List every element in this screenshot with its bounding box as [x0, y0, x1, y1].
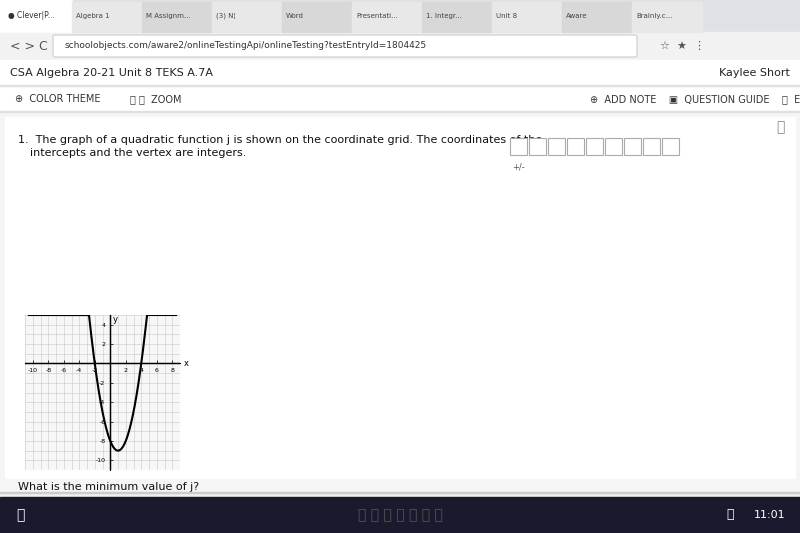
- Text: schoolobjects.com/aware2/onlineTestingApi/onlineTesting?testEntryId=1804425: schoolobjects.com/aware2/onlineTestingAp…: [65, 42, 427, 51]
- Text: Word: Word: [286, 13, 304, 19]
- Circle shape: [418, 503, 438, 523]
- Text: 7: 7: [425, 508, 431, 518]
- Bar: [567, 138, 584, 155]
- FancyBboxPatch shape: [53, 35, 637, 57]
- Bar: [510, 138, 527, 155]
- Circle shape: [228, 503, 248, 523]
- Text: ⊕  ADD NOTE    ▣  QUESTION GUIDE    ⬜  EXIT TEST: ⊕ ADD NOTE ▣ QUESTION GUIDE ⬜ EXIT TEST: [590, 94, 800, 104]
- Text: M Assignm...: M Assignm...: [146, 13, 190, 19]
- Text: 3: 3: [273, 508, 279, 518]
- Bar: [605, 138, 622, 155]
- Bar: [0, 493, 800, 533]
- Circle shape: [532, 503, 552, 523]
- Text: < PREVIOUS: < PREVIOUS: [73, 508, 137, 518]
- Text: ● Clever|P...: ● Clever|P...: [8, 12, 54, 20]
- Text: intercepts and the vertex are integers.: intercepts and the vertex are integers.: [30, 148, 246, 158]
- Text: Algebra 1: Algebra 1: [76, 13, 110, 19]
- Text: 5: 5: [349, 508, 355, 518]
- Bar: [352, 2, 422, 32]
- Text: < >: < >: [10, 39, 35, 52]
- Bar: [643, 138, 660, 155]
- Text: 4: 4: [311, 508, 317, 518]
- Text: C: C: [38, 39, 46, 52]
- Bar: [562, 2, 632, 32]
- Bar: [624, 138, 641, 155]
- Bar: [282, 2, 352, 32]
- Text: 🔍 🔍  ZOOM: 🔍 🔍 ZOOM: [130, 94, 182, 104]
- Bar: [0, 60, 800, 86]
- Bar: [142, 2, 212, 32]
- Text: REVIEW & SUBMIT: REVIEW & SUBMIT: [698, 508, 791, 518]
- Circle shape: [494, 503, 514, 523]
- Bar: [0, 492, 800, 493]
- Text: 1: 1: [197, 508, 203, 518]
- Text: 2: 2: [235, 508, 241, 518]
- Text: ☆  ★  ⋮: ☆ ★ ⋮: [660, 41, 705, 51]
- Text: 🚩: 🚩: [777, 120, 785, 134]
- Text: +/-: +/-: [512, 162, 525, 171]
- Bar: [632, 2, 702, 32]
- Circle shape: [190, 503, 210, 523]
- Text: 11:01: 11:01: [754, 510, 786, 520]
- Circle shape: [266, 503, 286, 523]
- Text: ⬛ ⬛ ⬛ ⬛ ⬛ ⬛ ⬛: ⬛ ⬛ ⬛ ⬛ ⬛ ⬛ ⬛: [358, 508, 442, 522]
- FancyBboxPatch shape: [698, 499, 792, 527]
- Text: Brainly.c...: Brainly.c...: [636, 13, 672, 19]
- Text: Aware: Aware: [566, 13, 587, 19]
- Text: 10: 10: [536, 508, 548, 518]
- Bar: [492, 2, 562, 32]
- Text: 1. Integr...: 1. Integr...: [426, 13, 462, 19]
- Bar: [0, 85, 800, 86]
- Bar: [422, 2, 492, 32]
- Bar: [662, 138, 679, 155]
- Text: ⬛: ⬛: [16, 508, 24, 522]
- Text: Kaylee Short: Kaylee Short: [719, 68, 790, 78]
- Text: What is the minimum value of j?: What is the minimum value of j?: [18, 482, 199, 492]
- Bar: [529, 138, 546, 155]
- Bar: [0, 32, 800, 60]
- Text: CSA Algebra 20-21 Unit 8 TEKS A.7A: CSA Algebra 20-21 Unit 8 TEKS A.7A: [10, 68, 213, 78]
- Text: x: x: [184, 359, 189, 368]
- Bar: [0, 112, 800, 533]
- Bar: [72, 2, 142, 32]
- Text: ⊕  COLOR THEME: ⊕ COLOR THEME: [15, 94, 101, 104]
- Text: NEXT >: NEXT >: [630, 508, 670, 518]
- Text: y: y: [113, 315, 118, 324]
- Text: 6: 6: [387, 508, 393, 518]
- Text: 9: 9: [501, 508, 507, 518]
- Bar: [586, 138, 603, 155]
- Text: 1.  The graph of a quadratic function j is shown on the coordinate grid. The coo: 1. The graph of a quadratic function j i…: [18, 135, 542, 145]
- Bar: [0, 497, 800, 533]
- Text: (3) N¦: (3) N¦: [216, 13, 236, 19]
- Circle shape: [456, 503, 476, 523]
- Bar: [0, 111, 800, 112]
- Text: 📶: 📶: [726, 508, 734, 521]
- Bar: [0, 86, 800, 112]
- Text: Presentati...: Presentati...: [356, 13, 398, 19]
- Bar: [0, 0, 800, 32]
- Text: Unit 8: Unit 8: [496, 13, 517, 19]
- Text: 8: 8: [463, 508, 469, 518]
- Circle shape: [342, 503, 362, 523]
- Circle shape: [190, 503, 210, 523]
- Bar: [212, 2, 282, 32]
- Circle shape: [380, 503, 400, 523]
- FancyBboxPatch shape: [0, 0, 72, 32]
- Bar: [5, 117, 795, 478]
- Circle shape: [304, 503, 324, 523]
- Bar: [548, 138, 565, 155]
